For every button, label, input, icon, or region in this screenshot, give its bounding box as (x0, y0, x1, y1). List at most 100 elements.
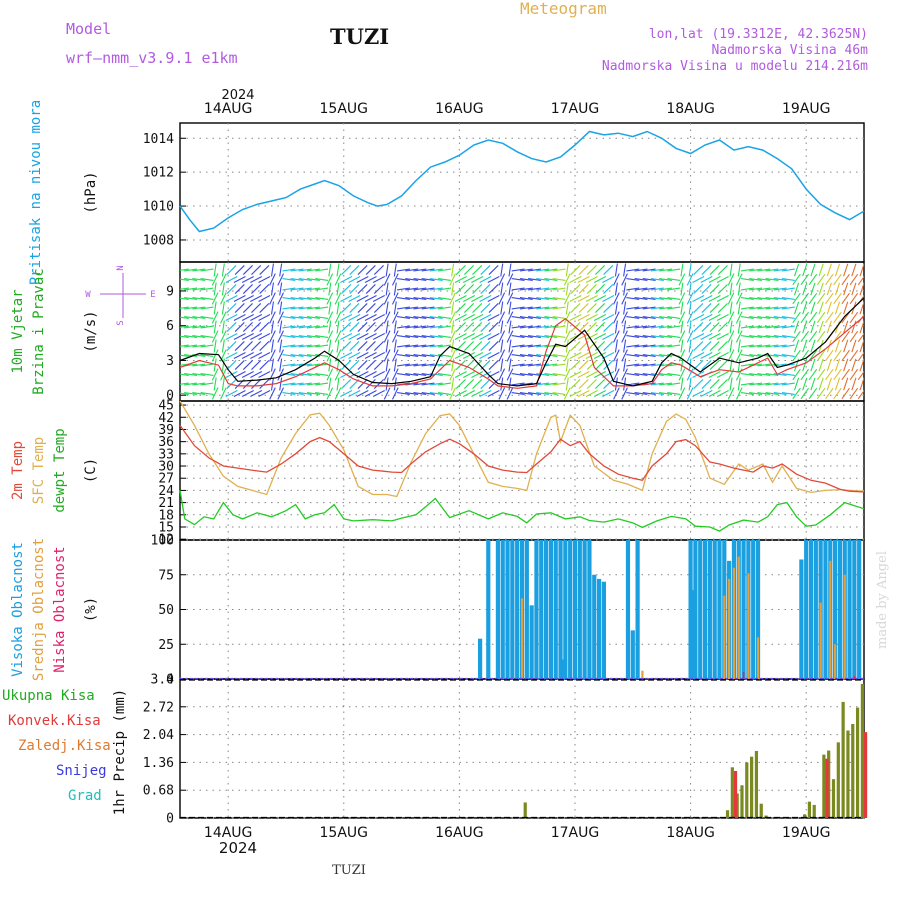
wind-arrow (221, 263, 225, 277)
wind-arrow (816, 349, 826, 362)
wind-arrow (500, 358, 504, 372)
wind-arrow (221, 339, 225, 353)
y-tick-label: 0 (166, 812, 174, 827)
wind-arrow (594, 314, 607, 321)
wind-arrow (258, 295, 271, 302)
mid-cloud-bar (641, 670, 644, 679)
wind-arrow (826, 320, 832, 334)
wind-arrow (621, 387, 628, 400)
wind-arrow (642, 372, 656, 377)
wind-arrow (192, 391, 206, 396)
wind-arrow (221, 358, 225, 372)
wind-arrow (578, 360, 589, 370)
wind-arrow (552, 382, 566, 386)
wind-arrow (650, 334, 664, 339)
wind-arrow (511, 296, 525, 301)
wind-arrow (757, 325, 771, 329)
wind-arrow (396, 296, 411, 301)
wind-arrow (688, 263, 692, 277)
wind-arrow (578, 303, 589, 313)
wind-arrow (735, 273, 743, 286)
wind-arrow (349, 322, 360, 332)
wind-arrow (241, 333, 254, 340)
wind-arrow (437, 372, 451, 377)
wind-arrow (233, 390, 246, 397)
wind-arrow (717, 303, 728, 313)
wind-arrow (250, 276, 263, 283)
wind-arrow (613, 349, 620, 362)
wind-arrow (825, 387, 834, 400)
wind-arrow (536, 277, 550, 282)
panel-unit: (hPa) (83, 171, 99, 213)
cloud-panel (179, 540, 864, 680)
wind-arrow (650, 363, 664, 367)
panel-label: 2m Temp (10, 441, 26, 500)
wind-arrow (740, 334, 754, 339)
wind-arrow (184, 306, 198, 310)
wind-arrow (383, 330, 391, 343)
temp-2m-line (179, 425, 865, 493)
wind-arrow (213, 377, 217, 391)
total-precip-bar (822, 754, 826, 818)
wind-arrow (192, 334, 206, 339)
wind-arrow (642, 287, 656, 291)
wind-arrow (613, 273, 620, 286)
wind-arrow (717, 379, 728, 389)
convective-precip-bar (864, 732, 868, 818)
wind-arrow (659, 325, 673, 329)
wind-arrow (781, 372, 795, 377)
wind-arrow (544, 391, 558, 396)
wind-arrow (184, 353, 198, 358)
wind-arrow (298, 296, 312, 301)
wind-arrow (200, 372, 214, 377)
wind-arrow (364, 333, 377, 340)
wind-arrow (233, 295, 246, 302)
wind-arrow (213, 282, 217, 296)
wind-arrow (180, 382, 189, 385)
wind-arrow (849, 311, 859, 324)
wind-arrow (200, 382, 214, 386)
wind-arrow (348, 333, 361, 340)
wind-arrow (200, 315, 214, 320)
wind-arrow (356, 295, 369, 302)
wind-arrow (833, 311, 842, 324)
wind-arrow (765, 391, 779, 396)
panel-label: 10m Vjetar (10, 289, 26, 373)
wind-arrow (765, 353, 779, 358)
wind-arrow (220, 273, 227, 286)
precip-legend-item: Zaledj.Kisa (18, 738, 111, 754)
wind-arrow (180, 268, 189, 271)
wind-arrow (623, 282, 627, 296)
high-cloud-bar (755, 540, 761, 679)
wind-arrow (701, 341, 712, 351)
wind-arrow (825, 273, 834, 286)
wind-arrow (282, 287, 296, 291)
wind-arrow (421, 344, 435, 348)
y-tick-label: 100 (151, 534, 174, 549)
wind-arrow (279, 339, 283, 353)
wind-arrow (258, 390, 271, 397)
wind-arrow (701, 284, 712, 294)
wind-arrow (341, 265, 352, 275)
wind-arrow (471, 276, 484, 283)
wind-arrow (659, 306, 673, 310)
total-precip-bar (841, 701, 845, 818)
wind-arrow (859, 301, 864, 315)
y-tick-labels: 1008101010121014036912151821242730333639… (143, 132, 186, 827)
credit-text: made by Angel (875, 551, 890, 649)
wind-arrow (306, 372, 320, 377)
wind-arrow (511, 277, 525, 282)
wind-arrow (519, 287, 533, 291)
wind-arrow (621, 330, 628, 343)
wind-compass-icon: W E N S (85, 265, 155, 325)
wind-arrow (429, 391, 443, 396)
wind-arrow (372, 295, 385, 302)
wind-arrow (594, 352, 607, 359)
wind-arrow (757, 268, 771, 272)
wind-arrow (701, 265, 712, 275)
wind-arrow (405, 287, 419, 291)
wind-arrow (340, 314, 353, 321)
wind-arrow (211, 311, 219, 324)
wind-arrow (282, 306, 296, 310)
wind-arrow (405, 334, 419, 339)
